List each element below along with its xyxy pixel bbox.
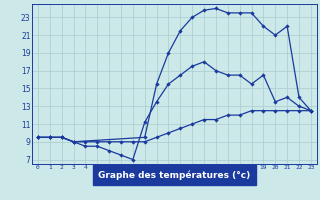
- X-axis label: Graphe des températures (°c): Graphe des températures (°c): [98, 170, 251, 180]
